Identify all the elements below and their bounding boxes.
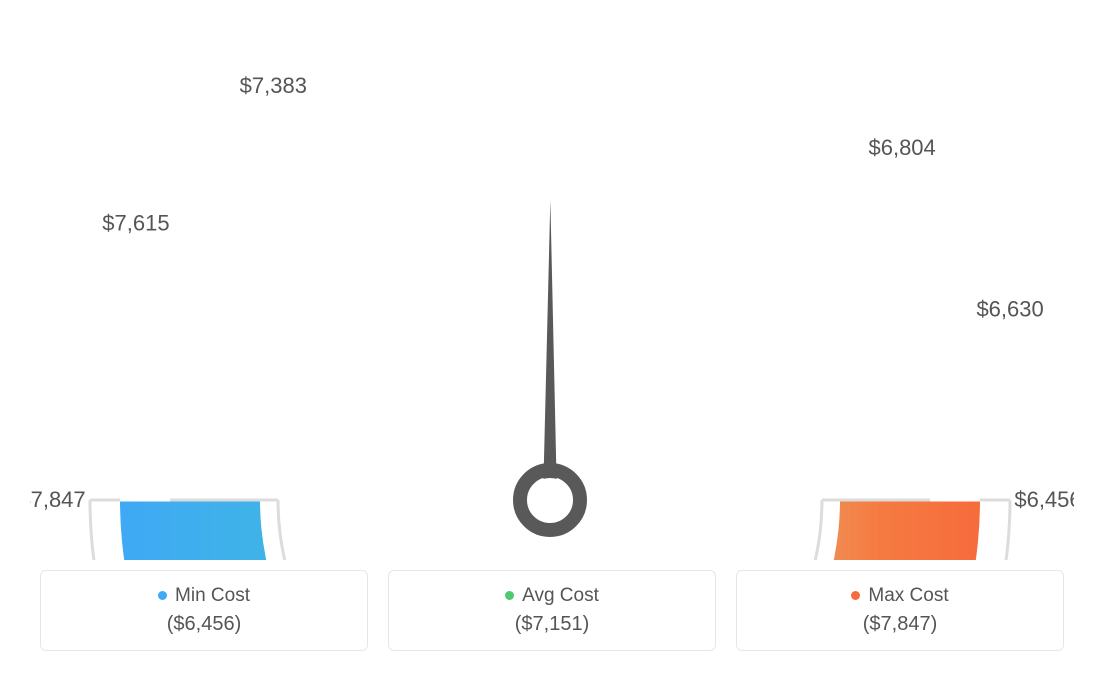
legend-value-max: ($7,847) <box>747 613 1053 636</box>
legend-card-avg: Avg Cost ($7,151) <box>388 570 716 651</box>
dot-icon <box>505 591 514 600</box>
gauge-tick-label: $6,456 <box>1014 487 1074 512</box>
legend-title-avg: Avg Cost <box>399 585 705 607</box>
legend-value-avg: ($7,151) <box>399 613 705 636</box>
gauge-tick-label: $6,804 <box>868 135 935 160</box>
gauge-tick-label: $7,847 <box>30 487 86 512</box>
legend-card-min: Min Cost ($6,456) <box>40 570 368 651</box>
gauge-tick-label: $7,615 <box>102 210 169 235</box>
legend-title-text: Avg Cost <box>522 585 599 606</box>
legend-title-text: Max Cost <box>868 585 948 606</box>
legend-title-text: Min Cost <box>175 585 250 606</box>
dot-icon <box>851 591 860 600</box>
legend-row: Min Cost ($6,456) Avg Cost ($7,151) Max … <box>30 570 1074 651</box>
legend-card-max: Max Cost ($7,847) <box>736 570 1064 651</box>
gauge-tick-label: $6,630 <box>976 296 1043 321</box>
legend-title-max: Max Cost <box>747 585 1053 607</box>
legend-value-min: ($6,456) <box>51 613 357 636</box>
gauge-svg: $6,456$6,630$6,804$7,151$7,383$7,615$7,8… <box>30 20 1074 560</box>
legend-title-min: Min Cost <box>51 585 357 607</box>
dot-icon <box>158 591 167 600</box>
gauge-chart: $6,456$6,630$6,804$7,151$7,383$7,615$7,8… <box>30 20 1074 560</box>
gauge-tick-label: $7,383 <box>240 73 307 98</box>
